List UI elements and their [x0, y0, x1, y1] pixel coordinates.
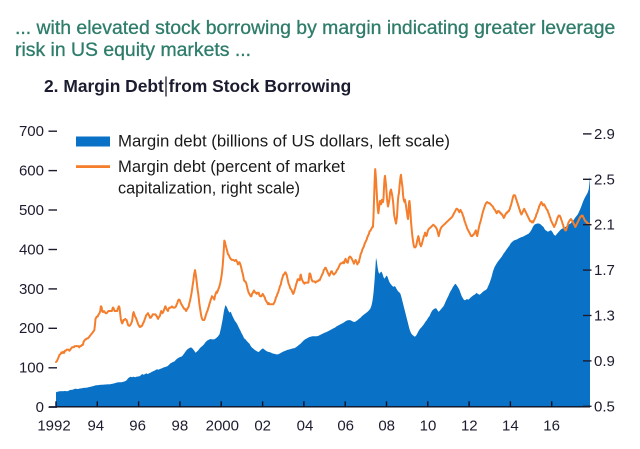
- svg-text:2.5: 2.5: [594, 171, 615, 188]
- svg-text:04: 04: [297, 418, 314, 435]
- svg-text:2.9: 2.9: [594, 126, 615, 143]
- svg-text:0.5: 0.5: [594, 398, 615, 415]
- svg-text:risk in US equity markets ...: risk in US equity markets ...: [15, 39, 251, 61]
- svg-text:... with elevated stock borrow: ... with elevated stock borrowing by mar…: [15, 17, 615, 39]
- svg-text:06: 06: [337, 418, 354, 435]
- svg-text:0: 0: [36, 399, 44, 416]
- svg-text:200: 200: [19, 320, 44, 337]
- svg-text:96: 96: [129, 418, 146, 435]
- svg-text:14: 14: [502, 418, 519, 435]
- svg-text:12: 12: [461, 418, 478, 435]
- svg-text:16: 16: [543, 418, 560, 435]
- svg-text:94: 94: [87, 418, 104, 435]
- svg-text:0.9: 0.9: [594, 353, 615, 370]
- svg-text:2. Margin Debt from Stock Borr: 2. Margin Debt from Stock Borrowing: [44, 76, 351, 96]
- svg-text:98: 98: [172, 418, 189, 435]
- svg-text:Margin debt (billions of US do: Margin debt (billions of US dollars, lef…: [118, 132, 450, 150]
- svg-text:1.7: 1.7: [594, 262, 615, 279]
- svg-text:02: 02: [254, 418, 271, 435]
- svg-text:2000: 2000: [206, 418, 239, 435]
- svg-text:300: 300: [19, 281, 44, 298]
- svg-text:Margin debt (percent of market: Margin debt (percent of market: [118, 158, 346, 176]
- svg-text:700: 700: [19, 123, 44, 140]
- svg-text:600: 600: [19, 163, 44, 180]
- svg-text:10: 10: [420, 418, 437, 435]
- svg-text:08: 08: [378, 418, 395, 435]
- svg-text:capitalization, right scale): capitalization, right scale): [118, 179, 300, 197]
- svg-text:100: 100: [19, 360, 44, 377]
- svg-text:2.1: 2.1: [594, 217, 615, 234]
- svg-text:500: 500: [19, 202, 44, 219]
- svg-text:1.3: 1.3: [594, 308, 615, 325]
- svg-text:1992: 1992: [37, 418, 70, 435]
- svg-text:400: 400: [19, 241, 44, 258]
